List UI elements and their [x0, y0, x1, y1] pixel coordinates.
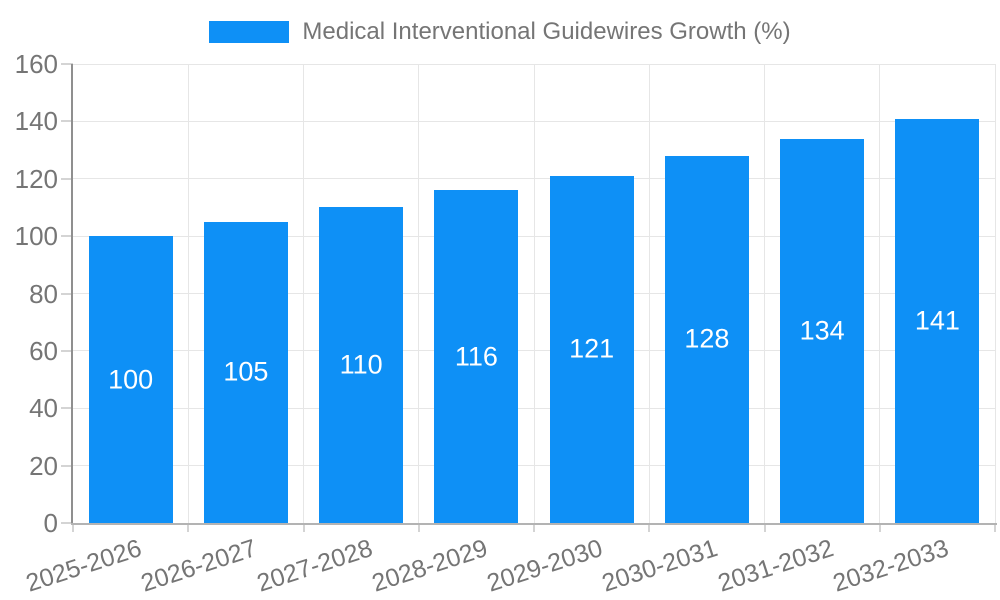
x-tick-mark: [763, 523, 766, 532]
bar-value-label: 110: [339, 349, 383, 380]
bar[interactable]: [895, 118, 980, 523]
x-axis-tick-label: 2027-2028: [253, 534, 376, 598]
legend-series-label: Medical Interventional Guidewires Growth…: [302, 18, 791, 45]
x-gridline: [994, 64, 996, 523]
bar-value-label: 128: [684, 323, 730, 354]
y-tick-mark: [61, 522, 73, 524]
x-gridline: [533, 64, 535, 523]
y-axis-tick-label: 40: [29, 393, 58, 424]
y-axis-tick-label: 140: [14, 106, 58, 137]
bar[interactable]: [780, 138, 865, 523]
y-tick-mark: [61, 235, 73, 238]
x-axis-tick-label: 2025-2026: [22, 534, 145, 598]
x-tick-mark: [72, 523, 74, 532]
bar[interactable]: [434, 190, 519, 523]
y-axis-tick-label: 20: [29, 450, 58, 481]
bar[interactable]: [549, 175, 634, 523]
x-tick-mark: [994, 523, 996, 532]
x-gridline: [418, 64, 420, 523]
x-tick-mark: [533, 523, 535, 532]
x-axis-tick-label: 2029-2030: [483, 534, 606, 598]
y-tick-mark: [61, 120, 73, 123]
x-axis-tick-label: 2032-2033: [829, 534, 952, 598]
bar[interactable]: [203, 221, 288, 523]
bar-value-label: 105: [223, 356, 269, 387]
y-tick-mark: [61, 177, 73, 180]
bar[interactable]: [319, 207, 404, 523]
x-gridline: [764, 64, 765, 523]
x-axis-tick-label: 2030-2031: [598, 534, 722, 598]
x-axis-tick-label: 2031-2032: [714, 534, 837, 598]
y-axis-tick-label: 60: [29, 335, 58, 366]
y-tick-mark: [61, 464, 73, 467]
x-axis-line: [71, 523, 997, 525]
y-axis-tick-label: 160: [14, 49, 58, 79]
x-axis-tick-label: 2026-2027: [137, 534, 261, 598]
y-axis-tick-label: 100: [14, 221, 58, 252]
x-tick-mark: [187, 523, 190, 532]
x-gridline: [879, 64, 881, 523]
y-tick-mark: [61, 407, 73, 410]
x-gridline: [648, 64, 650, 523]
x-tick-mark: [417, 523, 420, 532]
bar-value-label: 134: [799, 315, 845, 346]
legend-color-swatch-icon: [209, 21, 290, 43]
x-gridline: [303, 64, 304, 523]
y-tick-mark: [61, 63, 73, 65]
bar[interactable]: [88, 236, 173, 523]
x-gridline: [187, 64, 189, 523]
bar-value-label: 141: [914, 305, 960, 336]
chart-legend[interactable]: Medical Interventional Guidewires Growth…: [0, 18, 1000, 46]
y-tick-mark: [61, 292, 73, 295]
bar-value-label: 100: [108, 364, 154, 395]
x-tick-mark: [878, 523, 881, 532]
bar[interactable]: [664, 155, 749, 523]
y-axis-tick-label: 0: [43, 508, 58, 538]
x-tick-mark: [302, 523, 305, 532]
y-axis-line: [71, 64, 73, 523]
x-tick-mark: [648, 523, 651, 532]
bar-value-label: 116: [454, 341, 498, 372]
y-axis-tick-label: 80: [29, 278, 58, 309]
x-axis-tick-label: 2028-2029: [368, 534, 491, 598]
y-tick-mark: [61, 349, 73, 352]
bar-value-label: 121: [569, 333, 615, 364]
y-axis-tick-label: 120: [14, 163, 58, 194]
